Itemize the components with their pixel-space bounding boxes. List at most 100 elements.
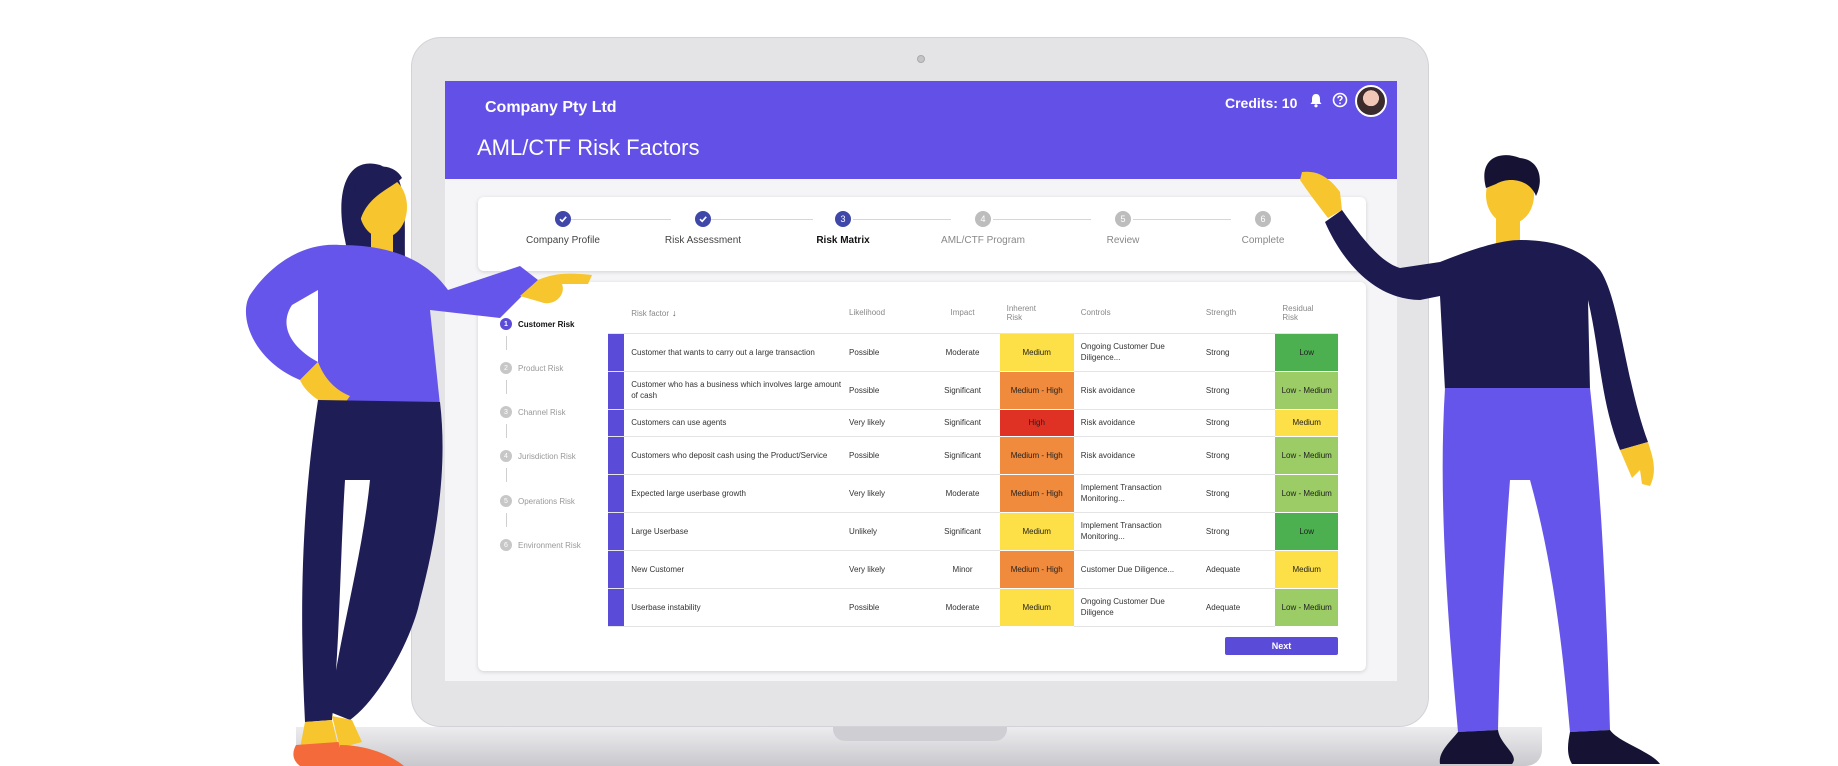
sidebar-connector bbox=[506, 468, 507, 482]
cell-impact: Moderate bbox=[925, 474, 1000, 513]
cell-likelihood: Very likely bbox=[842, 474, 926, 513]
cell-impact: Significant bbox=[925, 371, 1000, 410]
column-header-controls: Controls bbox=[1073, 293, 1199, 334]
step-connector bbox=[993, 219, 1091, 220]
cell-inherent-risk: Medium - High bbox=[999, 436, 1074, 475]
table-row[interactable]: Large Userbase Unlikely Significant Medi… bbox=[608, 512, 1338, 551]
cell-controls: Risk avoidance bbox=[1073, 409, 1199, 437]
page-title: AML/CTF Risk Factors bbox=[477, 135, 700, 160]
cell-risk-factor: New Customer bbox=[624, 550, 843, 589]
cell-inherent-risk: Medium - High bbox=[999, 474, 1074, 513]
step-number: 6 bbox=[1255, 211, 1271, 227]
cell-impact: Significant bbox=[925, 409, 1000, 437]
sidebar-connector bbox=[506, 336, 507, 350]
app-header: Company Pty Ltd AML/CTF Risk Factors Cre… bbox=[445, 81, 1397, 179]
bell-icon[interactable] bbox=[1307, 91, 1325, 109]
table-row[interactable]: Customers can use agents Very likely Sig… bbox=[608, 409, 1338, 437]
risk-card: 1 Customer Risk 2 Product Risk 3 Channel… bbox=[478, 282, 1366, 671]
column-header-label: Residual bbox=[1282, 303, 1314, 313]
step-risk-matrix[interactable]: 3 Risk Matrix bbox=[773, 211, 913, 246]
row-accent bbox=[608, 371, 625, 410]
step-review[interactable]: 5 Review bbox=[1053, 211, 1193, 246]
table-row[interactable]: Customer that wants to carry out a large… bbox=[608, 333, 1338, 372]
sidebar-connector bbox=[506, 380, 507, 394]
cell-strength: Adequate bbox=[1198, 588, 1276, 627]
step-number: 4 bbox=[975, 211, 991, 227]
sidebar-item-label: Channel Risk bbox=[518, 407, 566, 417]
help-icon[interactable] bbox=[1331, 91, 1349, 109]
row-accent bbox=[608, 436, 625, 475]
column-header-inherent-risk: Inherent Risk bbox=[999, 293, 1074, 334]
laptop-notch bbox=[833, 727, 1007, 741]
table-row[interactable]: Userbase instability Possible Moderate M… bbox=[608, 588, 1338, 627]
cell-residual-risk: Medium bbox=[1275, 409, 1338, 437]
credits-label: Credits: 10 bbox=[1225, 95, 1298, 111]
cell-residual-risk: Low bbox=[1275, 333, 1338, 372]
step-complete[interactable]: 6 Complete bbox=[1193, 211, 1333, 246]
step-label: Complete bbox=[1241, 235, 1285, 246]
cell-inherent-risk: Medium - High bbox=[999, 550, 1074, 589]
cell-impact: Significant bbox=[925, 512, 1000, 551]
table-header-row: Risk factor ↓ Likelihood Impact Inherent … bbox=[608, 293, 1338, 334]
table-row[interactable]: Customer who has a business which involv… bbox=[608, 371, 1338, 410]
step-label: Risk Assessment bbox=[664, 235, 742, 246]
table-row[interactable]: Expected large userbase growth Very like… bbox=[608, 474, 1338, 513]
row-accent bbox=[608, 512, 625, 551]
step-label: Review bbox=[1106, 235, 1140, 246]
cell-residual-risk: Low - Medium bbox=[1275, 371, 1338, 410]
step-connector bbox=[571, 219, 671, 220]
sidebar-item-environment-risk[interactable]: 6 Environment Risk bbox=[500, 539, 581, 551]
column-header-likelihood: Likelihood bbox=[842, 293, 926, 334]
sidebar-item-operations-risk[interactable]: 5 Operations Risk bbox=[500, 495, 575, 507]
column-header-label: Risk bbox=[1282, 312, 1298, 322]
step-risk-assessment[interactable]: Risk Assessment bbox=[633, 211, 773, 246]
cell-impact: Minor bbox=[925, 550, 1000, 589]
step-connector bbox=[711, 219, 813, 220]
sidebar-item-number: 2 bbox=[500, 362, 512, 374]
sidebar-item-customer-risk[interactable]: 1 Customer Risk bbox=[500, 318, 574, 330]
cell-likelihood: Unlikely bbox=[842, 512, 926, 551]
table-row[interactable]: New Customer Very likely Minor Medium - … bbox=[608, 550, 1338, 589]
cell-strength: Strong bbox=[1198, 474, 1276, 513]
row-accent bbox=[608, 474, 625, 513]
sidebar-item-channel-risk[interactable]: 3 Channel Risk bbox=[500, 406, 566, 418]
cell-inherent-risk: Medium bbox=[999, 333, 1074, 372]
check-icon bbox=[555, 211, 571, 227]
man-illustration-icon bbox=[1300, 155, 1660, 764]
cell-likelihood: Possible bbox=[842, 333, 926, 372]
avatar[interactable] bbox=[1355, 85, 1387, 117]
cell-controls: Ongoing Customer Due Diligence bbox=[1073, 588, 1199, 627]
cell-controls: Customer Due Diligence... bbox=[1073, 550, 1199, 589]
sidebar-item-jurisdiction-risk[interactable]: 4 Jurisdiction Risk bbox=[500, 450, 576, 462]
sidebar-item-product-risk[interactable]: 2 Product Risk bbox=[500, 362, 563, 374]
step-company-profile[interactable]: Company Profile bbox=[493, 211, 633, 246]
sidebar-item-number: 1 bbox=[500, 318, 512, 330]
cell-risk-factor: Large Userbase bbox=[624, 512, 843, 551]
cell-inherent-risk: Medium bbox=[999, 512, 1074, 551]
check-icon bbox=[695, 211, 711, 227]
cell-strength: Strong bbox=[1198, 333, 1276, 372]
column-header-risk-factor[interactable]: Risk factor ↓ bbox=[624, 293, 843, 334]
cell-strength: Strong bbox=[1198, 436, 1276, 475]
column-header-label: Risk factor bbox=[631, 308, 670, 318]
cell-inherent-risk: Medium bbox=[999, 588, 1074, 627]
step-connector bbox=[1133, 219, 1231, 220]
cell-residual-risk: Low - Medium bbox=[1275, 474, 1338, 513]
step-label: Risk Matrix bbox=[816, 235, 870, 246]
cell-risk-factor: Customers who deposit cash using the Pro… bbox=[624, 436, 843, 475]
row-accent bbox=[608, 550, 625, 589]
cell-impact: Moderate bbox=[925, 588, 1000, 627]
cell-risk-factor: Customer that wants to carry out a large… bbox=[624, 333, 843, 372]
header-spacer bbox=[608, 293, 625, 334]
column-header-residual-risk: Residual Risk bbox=[1275, 293, 1338, 334]
cell-likelihood: Very likely bbox=[842, 409, 926, 437]
sidebar-item-label: Environment Risk bbox=[518, 540, 581, 550]
step-connector bbox=[853, 219, 951, 220]
step-label: Company Profile bbox=[526, 235, 600, 246]
table-row[interactable]: Customers who deposit cash using the Pro… bbox=[608, 436, 1338, 475]
step-amlctf-program[interactable]: 4 AML/CTF Program bbox=[913, 211, 1053, 246]
next-button[interactable]: Next bbox=[1225, 637, 1338, 655]
row-accent bbox=[608, 333, 625, 372]
arrow-down-icon[interactable]: ↓ bbox=[672, 307, 677, 318]
